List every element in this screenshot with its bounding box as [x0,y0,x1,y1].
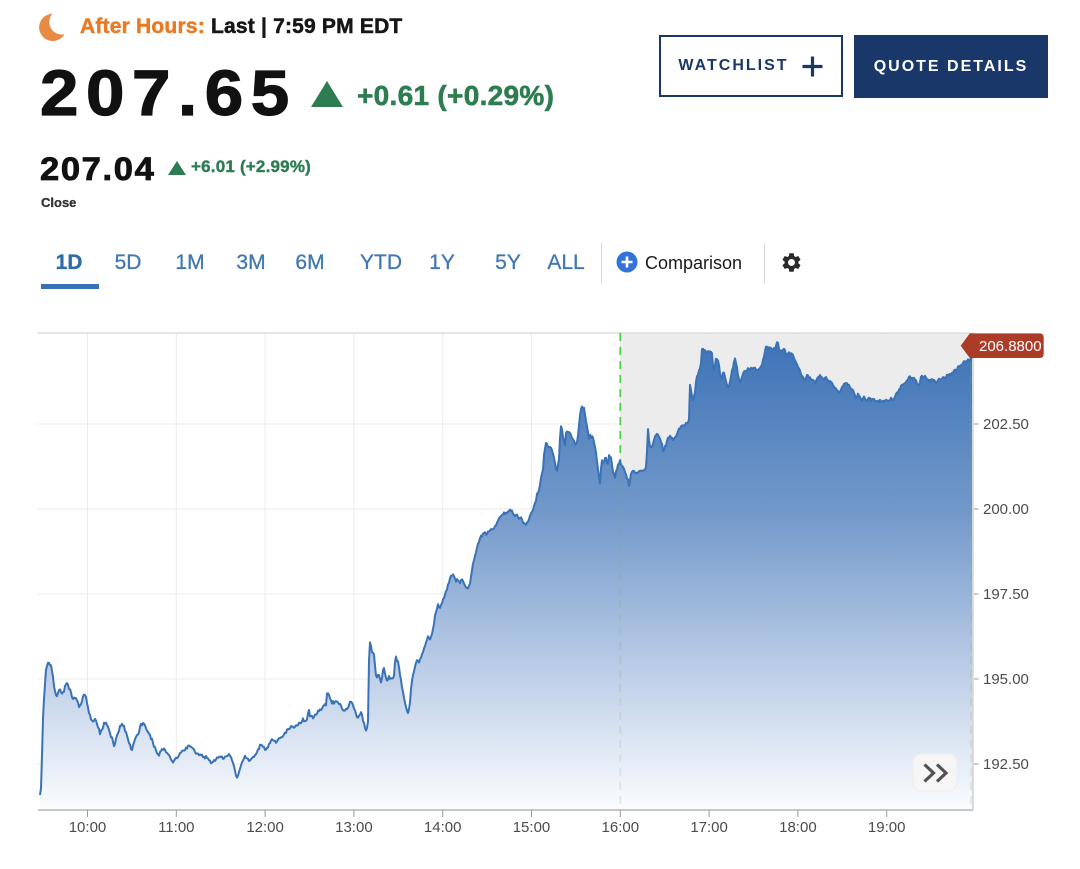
svg-text:195.00: 195.00 [983,671,1029,688]
svg-text:11:00: 11:00 [158,819,194,836]
svg-text:202.50: 202.50 [983,416,1029,433]
svg-text:14:00: 14:00 [424,819,462,836]
svg-text:17:00: 17:00 [690,819,728,836]
svg-text:206.8800: 206.8800 [979,338,1042,355]
svg-text:197.50: 197.50 [983,586,1029,603]
svg-text:15:00: 15:00 [513,819,551,836]
svg-text:200.00: 200.00 [983,501,1029,518]
svg-text:16:00: 16:00 [602,819,640,836]
svg-text:18:00: 18:00 [779,819,817,836]
svg-text:19:00: 19:00 [868,819,906,836]
svg-text:192.50: 192.50 [983,756,1029,773]
svg-text:12:00: 12:00 [246,819,284,836]
svg-text:10:00: 10:00 [69,819,107,836]
svg-text:13:00: 13:00 [335,819,373,836]
